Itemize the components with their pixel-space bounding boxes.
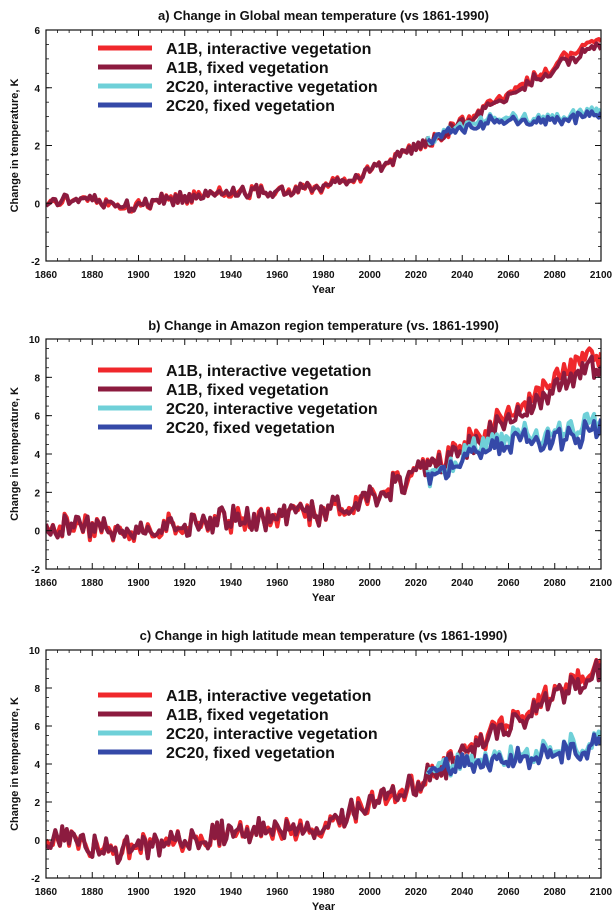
series-line-2 (46, 658, 601, 865)
legend-label: A1B, interactive vegetation (166, 688, 371, 705)
x-tick-label: 2100 (590, 887, 613, 898)
y-tick-label: 4 (34, 84, 40, 95)
series-line-4 (426, 732, 601, 777)
x-tick-label: 1940 (220, 270, 243, 281)
series-line-4 (426, 109, 601, 146)
x-tick-label: 1940 (220, 578, 243, 589)
x-tick-label: 2040 (451, 578, 474, 589)
chart-panel-3: c) Change in high latitude mean temperat… (9, 628, 613, 913)
x-tick-label: 1900 (127, 887, 150, 898)
legend-label: A1B, interactive vegetation (166, 41, 371, 58)
y-axis-label: Change in temperature, K (9, 697, 21, 831)
y-tick-label: -2 (31, 874, 40, 885)
legend: A1B, interactive vegetation A1B, fixed ve… (98, 41, 378, 115)
x-tick-label: 2040 (451, 887, 474, 898)
chart-title: c) Change in high latitude mean temperat… (140, 628, 508, 643)
x-tick-label: 1880 (81, 578, 104, 589)
x-axis-label: Year (312, 901, 336, 913)
y-tick-label: 6 (34, 26, 40, 37)
y-tick-label: 0 (34, 199, 40, 210)
y-tick-label: -2 (31, 257, 40, 268)
y-axis-label: Change in temperature, K (9, 79, 21, 213)
x-tick-label: 1920 (174, 887, 197, 898)
y-tick-label: 10 (29, 646, 41, 657)
x-tick-label: 1880 (81, 270, 104, 281)
y-tick-label: -2 (31, 565, 40, 576)
x-axis-label: Year (312, 592, 336, 604)
chart-title: b) Change in Amazon region temperature (… (148, 318, 499, 333)
y-tick-label: 2 (34, 488, 40, 499)
y-tick-label: 2 (34, 798, 40, 809)
x-tick-label: 2020 (405, 578, 428, 589)
x-tick-label: 1980 (312, 270, 335, 281)
chart-title: a) Change in Global mean temperature (vs… (158, 8, 489, 23)
x-tick-label: 2060 (497, 578, 520, 589)
x-tick-label: 1880 (81, 887, 104, 898)
series-line-2 (46, 41, 601, 214)
x-tick-label: 2100 (590, 578, 613, 589)
x-tick-label: 1920 (174, 578, 197, 589)
x-axis-label: Year (312, 284, 336, 296)
x-tick-label: 1900 (127, 270, 150, 281)
y-tick-label: 0 (34, 527, 40, 538)
y-tick-label: 8 (34, 373, 40, 384)
x-tick-label: 1960 (266, 887, 289, 898)
x-tick-label: 1860 (35, 887, 58, 898)
y-tick-label: 4 (34, 450, 40, 461)
x-tick-label: 2100 (590, 270, 613, 281)
x-tick-label: 2000 (359, 887, 382, 898)
legend-label: A1B, fixed vegetation (166, 382, 329, 399)
y-tick-label: 8 (34, 684, 40, 695)
x-tick-label: 1920 (174, 270, 197, 281)
x-tick-label: 1940 (220, 887, 243, 898)
legend-label: 2C20, fixed vegetation (166, 745, 335, 762)
legend-label: A1B, fixed vegetation (166, 60, 329, 77)
legend: A1B, interactive vegetation A1B, fixed ve… (98, 363, 378, 437)
x-tick-label: 2020 (405, 270, 428, 281)
legend-label: A1B, fixed vegetation (166, 707, 329, 724)
y-tick-label: 10 (29, 335, 41, 346)
x-tick-label: 1960 (266, 578, 289, 589)
x-tick-label: 2060 (497, 270, 520, 281)
y-tick-label: 0 (34, 836, 40, 847)
x-tick-label: 2000 (359, 270, 382, 281)
x-tick-label: 1980 (312, 887, 335, 898)
chart-panel-2: b) Change in Amazon region temperature (… (9, 318, 613, 604)
x-tick-label: 1860 (35, 578, 58, 589)
x-tick-label: 2000 (359, 578, 382, 589)
x-tick-label: 2080 (544, 270, 567, 281)
x-tick-label: 2020 (405, 887, 428, 898)
series-line-2 (46, 354, 601, 542)
chart-panel-1: a) Change in Global mean temperature (vs… (9, 8, 613, 296)
x-tick-label: 2040 (451, 270, 474, 281)
legend: A1B, interactive vegetation A1B, fixed ve… (98, 688, 378, 762)
y-tick-label: 2 (34, 142, 40, 153)
legend-label: 2C20, interactive vegetation (166, 79, 378, 96)
x-tick-label: 1980 (312, 578, 335, 589)
x-tick-label: 1960 (266, 270, 289, 281)
y-tick-label: 6 (34, 722, 40, 733)
x-tick-label: 1900 (127, 578, 150, 589)
legend-label: 2C20, interactive vegetation (166, 401, 378, 418)
y-tick-label: 4 (34, 760, 40, 771)
x-tick-label: 2080 (544, 578, 567, 589)
y-axis-label: Change in temperature, K (9, 387, 21, 521)
legend-label: 2C20, fixed vegetation (166, 420, 335, 437)
x-tick-label: 2060 (497, 887, 520, 898)
y-tick-label: 6 (34, 412, 40, 423)
legend-label: 2C20, fixed vegetation (166, 98, 335, 115)
legend-label: 2C20, interactive vegetation (166, 726, 378, 743)
series-line-4 (425, 418, 601, 486)
x-tick-label: 1860 (35, 270, 58, 281)
x-tick-label: 2080 (544, 887, 567, 898)
legend-label: A1B, interactive vegetation (166, 363, 371, 380)
